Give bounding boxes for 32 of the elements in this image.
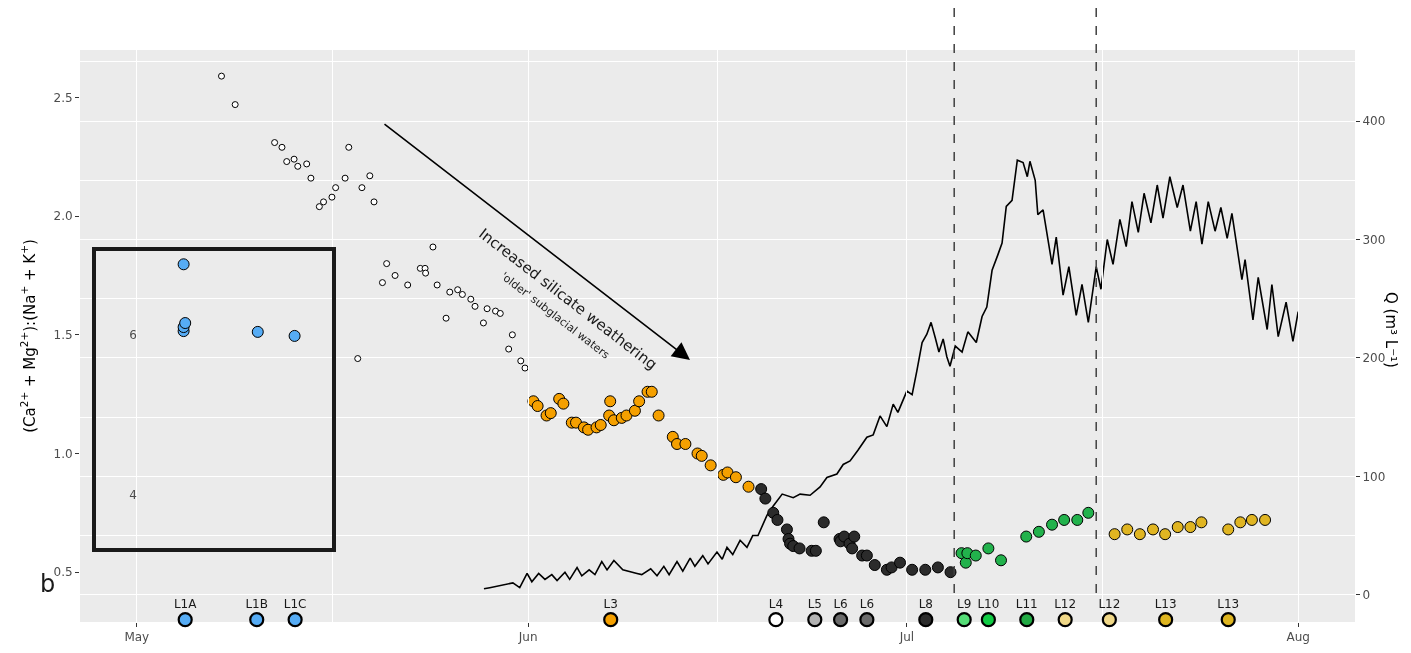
data-label: L5	[807, 596, 822, 611]
y2-tick-label: 0	[1362, 587, 1371, 602]
y3-tick-label: 4	[129, 488, 137, 503]
data-label: L10	[977, 596, 1000, 611]
data-label: L12	[1098, 596, 1121, 611]
y-tick-label: 1.0	[53, 446, 73, 461]
y2-tick-label: 100	[1362, 469, 1386, 484]
data-label: L12	[1054, 596, 1077, 611]
data-label: L6	[859, 596, 875, 611]
data-label: L11	[1015, 596, 1038, 611]
y2-tick-label: 300	[1362, 232, 1386, 247]
data-label: L9	[957, 596, 972, 611]
data-label: L8	[918, 596, 933, 611]
x-tick-label: Aug	[1286, 630, 1310, 645]
data-label: L1B	[245, 596, 269, 611]
y-tick-label: 1.5	[53, 328, 73, 343]
y3-tick-label: 6	[129, 327, 137, 342]
y2-tick-label: 400	[1362, 114, 1386, 129]
y2-axis-title: Q (m³ L⁻¹)	[1382, 292, 1400, 368]
data-label: L4	[768, 596, 784, 611]
data-label: L1C	[283, 596, 307, 611]
data-label: L1A	[173, 596, 198, 611]
y-tick-label: 2.5	[53, 90, 73, 105]
data-label: L6	[833, 596, 848, 611]
data-label: L3	[603, 596, 618, 611]
y-tick-label: 2.0	[53, 209, 73, 224]
x-tick-label: May	[124, 630, 150, 645]
x-tick-label: Jun	[517, 630, 538, 645]
x-tick-label: Jul	[898, 630, 915, 645]
data-label: L13	[1217, 596, 1240, 611]
y-tick-label: 0.5	[53, 565, 73, 580]
data-label: L13	[1154, 596, 1177, 611]
